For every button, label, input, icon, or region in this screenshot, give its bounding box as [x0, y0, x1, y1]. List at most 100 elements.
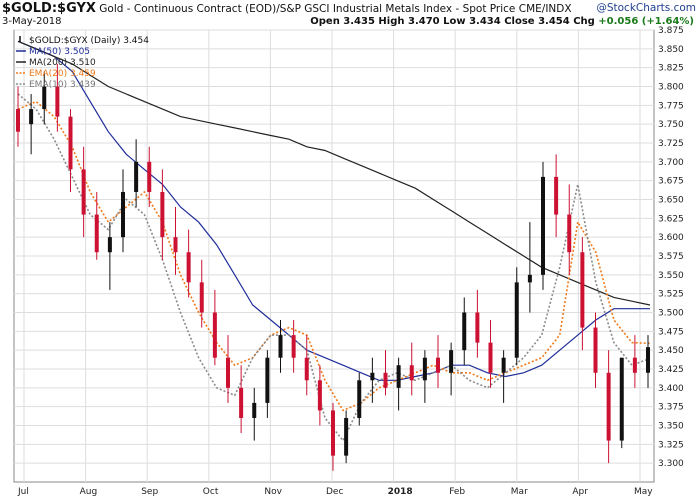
price-bar [567, 184, 572, 275]
low-label: Low [443, 16, 466, 27]
open-label: Open [310, 16, 340, 27]
bar-body [462, 312, 467, 351]
price-bar [94, 191, 99, 260]
bar-body [252, 402, 257, 418]
price-bar [252, 387, 257, 441]
price-bar [344, 410, 349, 464]
price-bar [278, 320, 283, 373]
bar-body [147, 161, 152, 192]
bar-body [29, 109, 34, 125]
y-tick-label: 3.725 [658, 139, 684, 149]
price-bar [593, 312, 598, 388]
price-bar [436, 335, 440, 388]
x-tick-label: 2018 [388, 487, 413, 497]
ohlc-summary: Open 3.435 High 3.470 Low 3.434 Close 3.… [310, 16, 694, 27]
price-bar [475, 289, 480, 358]
brand-link[interactable]: @StockCharts.com [596, 2, 696, 14]
high-value: 3.470 [407, 16, 440, 27]
x-tick-label: Jul [17, 487, 29, 497]
high-label: High [378, 16, 405, 27]
legend-label: EMA(10) 3.439 [29, 80, 96, 90]
price-bar [81, 146, 86, 238]
bar-body [107, 237, 112, 253]
bar-body [619, 357, 624, 441]
bar-body [370, 372, 375, 381]
price-bar [173, 207, 178, 275]
x-tick-label: Feb [449, 487, 465, 497]
price-bar [632, 335, 637, 388]
bar-body [160, 191, 165, 238]
bar-body [317, 380, 322, 411]
y-tick-label: 3.825 [658, 64, 684, 74]
chart-title-row: $GOLD:$GYX Gold - Continuous Contract (E… [2, 1, 572, 16]
bar-body [186, 252, 191, 283]
y-tick-label: 3.550 [658, 271, 684, 281]
close-value: 3.454 [538, 16, 570, 27]
price-bar [554, 154, 559, 238]
price-bar [226, 335, 230, 403]
y-tick-label: 3.775 [658, 101, 684, 111]
price-bar [409, 342, 414, 396]
price-bars [16, 63, 650, 471]
x-tick-label: May [634, 487, 653, 497]
legend-item: $GOLD:$GYX (Daily) 3.454 [19, 36, 149, 46]
bar-body [81, 169, 86, 215]
y-tick-label: 3.750 [658, 120, 684, 130]
y-tick-label: 3.700 [658, 158, 684, 168]
price-bar [212, 289, 217, 366]
y-tick-label: 3.400 [658, 384, 684, 394]
price-bar [383, 350, 388, 396]
price-bar [55, 63, 60, 132]
y-tick-label: 3.600 [658, 233, 684, 243]
x-tick-label: Mar [511, 487, 528, 497]
legend-item: MA(200) 3.510 [16, 58, 96, 68]
y-tick-label: 3.350 [658, 422, 684, 432]
bar-body [134, 161, 139, 192]
y-tick-label: 3.525 [658, 290, 684, 300]
bar-body [488, 342, 493, 373]
low-value: 3.434 [469, 16, 501, 27]
bar-body [501, 357, 506, 373]
legend-item: EMA(20) 3.459 [16, 69, 96, 79]
legend-label: MA(200) 3.510 [29, 58, 96, 68]
bar-body [16, 109, 20, 132]
bar-body [331, 410, 335, 456]
bar-body [357, 380, 362, 418]
price-bar [304, 335, 309, 396]
price-bar [239, 365, 244, 434]
bar-body [527, 274, 532, 283]
y-tick-label: 3.575 [658, 252, 684, 262]
y-tick-label: 3.675 [658, 177, 684, 187]
bar-body [422, 357, 427, 381]
bar-body [291, 335, 296, 358]
bar-body [94, 214, 99, 253]
y-tick-label: 3.325 [658, 440, 684, 450]
bar-body [646, 347, 650, 373]
price-bar [422, 350, 427, 403]
bar-body [396, 365, 401, 388]
price-bar [580, 237, 585, 351]
bar-body [567, 214, 572, 253]
y-tick-label: 3.875 [658, 26, 684, 36]
line-ma50 [17, 40, 650, 381]
open-value: 3.435 [343, 16, 375, 27]
close-label: Close [504, 16, 535, 27]
bar-body [226, 357, 230, 388]
x-tick-label: Dec [326, 487, 343, 497]
price-bar [317, 365, 322, 426]
price-bar [199, 259, 204, 328]
bar-body [212, 312, 217, 358]
price-bar [646, 335, 650, 388]
y-tick-label: 3.300 [658, 459, 684, 469]
bar-body [55, 86, 60, 117]
bar-body [593, 327, 598, 373]
y-tick-label: 3.500 [658, 309, 684, 319]
bar-body [409, 365, 414, 381]
bar-body [265, 357, 270, 403]
chart-date: 3-May-2018 [2, 16, 62, 27]
legend-label: EMA(20) 3.459 [29, 69, 96, 79]
price-bar [291, 320, 296, 373]
bar-body [68, 116, 73, 170]
